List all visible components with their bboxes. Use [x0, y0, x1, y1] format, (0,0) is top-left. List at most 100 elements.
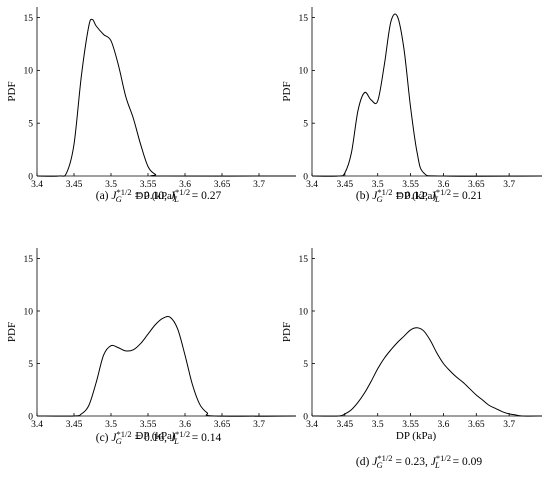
- jg-subscript: G: [376, 194, 382, 204]
- y-axis-label: PDF: [6, 322, 18, 342]
- x-tick-label: 3.45: [66, 420, 83, 430]
- x-tick-label: 3.55: [402, 180, 419, 190]
- y-tick-label: 5: [28, 119, 33, 129]
- y-tick-label: 0: [303, 172, 308, 182]
- caption-prefix: (a): [96, 190, 112, 202]
- x-tick-label: 3.65: [214, 180, 231, 190]
- y-tick-label: 15: [24, 255, 34, 265]
- caption-prefix: (c): [96, 432, 112, 444]
- x-tick-label: 3.5: [105, 180, 117, 190]
- panel-a: 3.4 3.45 3.5 3.55 3.6 3.65 3.7 0 5 10 15 DP (kPa) PD…: [6, 7, 297, 204]
- jl-value: 0.09: [462, 456, 482, 468]
- x-tick-label: 3.45: [337, 180, 354, 190]
- jg-value: 0.10: [144, 190, 164, 202]
- x-tick-label: 3.65: [468, 180, 485, 190]
- x-tick-label: 3.55: [402, 420, 419, 430]
- x-tick-label: 3.5: [105, 420, 117, 430]
- jl-superscript: *1/2: [175, 187, 190, 197]
- x-tick-label: 3.6: [179, 180, 191, 190]
- pdf-curve: [311, 13, 543, 177]
- jg-superscript: *1/2: [117, 187, 132, 197]
- jl-value: 0.27: [201, 190, 221, 202]
- jg-superscript: *1/2: [117, 429, 132, 439]
- comma: ,: [164, 190, 170, 202]
- jl-symbol: J: [431, 456, 437, 468]
- panel-caption: (c) J*1/2 G = 0.16, J*1/2 L = 0.14: [96, 429, 222, 446]
- equals-sign: =: [132, 432, 144, 444]
- x-tick-label: 3.7: [253, 420, 265, 430]
- caption-prefix: (d): [356, 456, 372, 468]
- x-axis-label: DP (kPa): [135, 430, 176, 442]
- caption-prefix: (b): [356, 190, 372, 202]
- equals-sign: =: [450, 190, 462, 202]
- jl-subscript: L: [434, 194, 440, 204]
- y-axis-label: PDF: [281, 322, 293, 342]
- x-tick-label: 3.55: [140, 180, 157, 190]
- jg-value: 0.23: [405, 456, 425, 468]
- jl-superscript: *1/2: [175, 429, 190, 439]
- y-tick-label: 10: [299, 67, 309, 77]
- jg-subscript: G: [116, 436, 122, 446]
- x-tick-label: 3.5: [372, 420, 384, 430]
- x-tick-label: 3.6: [179, 420, 191, 430]
- jg-symbol: J: [111, 432, 117, 444]
- jl-subscript: L: [173, 194, 179, 204]
- jl-subscript: L: [173, 436, 179, 446]
- x-tick-label: 3.45: [66, 180, 83, 190]
- comma: ,: [425, 456, 431, 468]
- equals-sign: =: [393, 456, 405, 468]
- jg-symbol: J: [372, 456, 378, 468]
- y-tick-label: 15: [299, 255, 309, 265]
- x-tick-label: 3.6: [437, 180, 449, 190]
- jl-symbol: J: [170, 432, 176, 444]
- panel-d: 3.4 3.45 3.5 3.55 3.6 3.65 3.7 0 5 10 15 DP (kPa) PD…: [281, 248, 543, 470]
- panel-caption: (b) J*1/2 G = 0.12, J*1/2 L = 0.21: [356, 187, 482, 204]
- jg-symbol: J: [111, 190, 117, 202]
- panel-caption: (a) J*1/2 G = 0.10, J*1/2 L = 0.27: [96, 187, 222, 204]
- x-tick-label: 3.45: [337, 420, 354, 430]
- y-tick-label: 10: [299, 307, 309, 317]
- y-tick-label: 0: [303, 412, 308, 422]
- x-tick-label: 3.7: [503, 420, 515, 430]
- comma: ,: [425, 190, 431, 202]
- jg-value: 0.12: [405, 190, 425, 202]
- jl-value: 0.14: [201, 432, 221, 444]
- x-axis-label: DP (kPa): [135, 190, 176, 202]
- x-axis-label: DP (kPa): [396, 430, 437, 442]
- comma: ,: [164, 432, 170, 444]
- y-tick-label: 0: [28, 412, 33, 422]
- y-tick-label: 10: [24, 307, 34, 317]
- jl-symbol: J: [170, 190, 176, 202]
- y-tick-label: 5: [303, 119, 308, 129]
- x-tick-label: 3.65: [214, 420, 231, 430]
- jg-value: 0.16: [144, 432, 164, 444]
- equals-sign: =: [189, 190, 201, 202]
- jl-symbol: J: [431, 190, 437, 202]
- x-tick-label: 3.7: [503, 180, 515, 190]
- panel-caption: (d) J*1/2 G = 0.23, J*1/2 L = 0.09: [356, 453, 482, 470]
- equals-sign: =: [450, 456, 462, 468]
- jg-symbol: J: [372, 190, 378, 202]
- x-tick-label: 3.4: [306, 180, 318, 190]
- panel-b: 3.4 3.45 3.5 3.55 3.6 3.65 3.7 0 5 10 15 DP (kPa) PD…: [281, 7, 543, 204]
- y-tick-label: 0: [28, 172, 33, 182]
- x-tick-label: 3.7: [253, 180, 265, 190]
- x-tick-label: 3.6: [437, 420, 449, 430]
- x-tick-label: 3.4: [31, 180, 43, 190]
- y-tick-label: 5: [303, 360, 308, 370]
- y-tick-label: 15: [24, 14, 34, 24]
- jg-superscript: *1/2: [377, 453, 392, 463]
- jg-subscript: G: [116, 194, 122, 204]
- y-tick-label: 15: [299, 14, 309, 24]
- y-axis-label: PDF: [281, 81, 293, 101]
- y-axis-label: PDF: [6, 81, 18, 101]
- equals-sign: =: [189, 432, 201, 444]
- jl-value: 0.21: [462, 190, 482, 202]
- pdf-curve: [36, 316, 297, 417]
- jl-superscript: *1/2: [436, 453, 451, 463]
- y-tick-label: 10: [24, 67, 34, 77]
- x-tick-label: 3.55: [140, 420, 157, 430]
- equals-sign: =: [393, 190, 405, 202]
- panel-c: 3.4 3.45 3.5 3.55 3.6 3.65 3.7 0 5 10 15 DP (kPa) PD…: [6, 248, 297, 446]
